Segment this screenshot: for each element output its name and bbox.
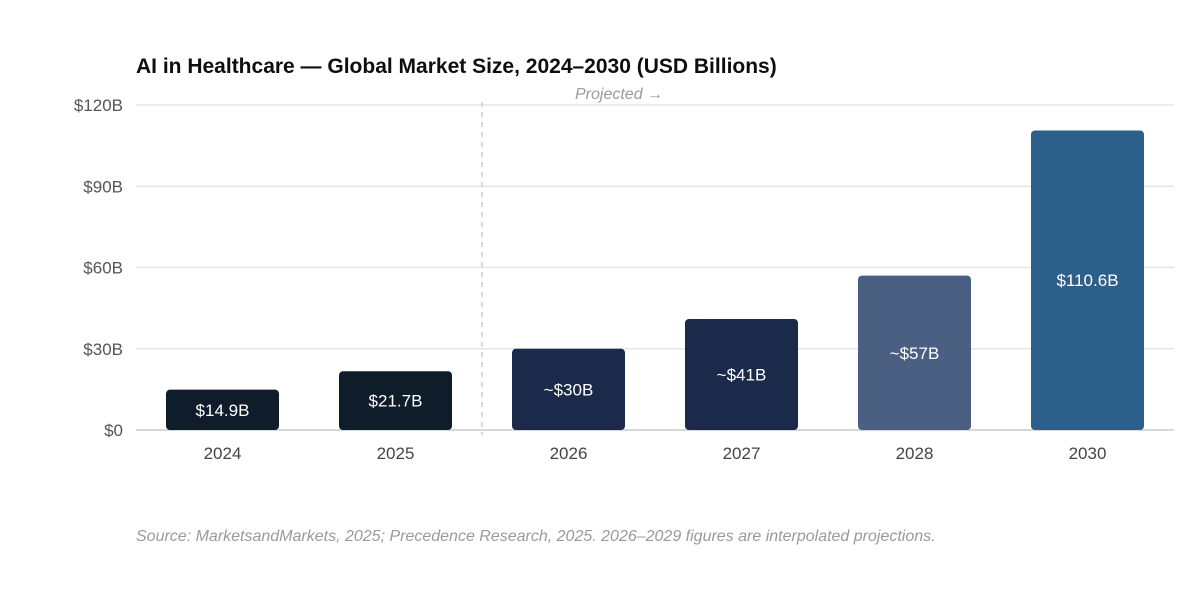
data-label-2026: ~$30B [544, 380, 594, 399]
x-tick-label: 2030 [1069, 444, 1107, 463]
data-label-2027: ~$41B [717, 365, 767, 384]
chart-source-note: Source: MarketsandMarkets, 2025; Precede… [136, 528, 936, 545]
data-label-2024: $14.9B [196, 401, 250, 420]
data-label-2025: $21.7B [369, 392, 423, 411]
x-tick-label: 2028 [896, 444, 934, 463]
data-label-2028: ~$57B [890, 344, 940, 363]
x-tick-label: 2026 [550, 444, 588, 463]
x-tick-label: 2025 [377, 444, 415, 463]
bar-2027 [685, 318, 798, 430]
chart-title: AI in Healthcare — Global Market Size, 2… [136, 55, 777, 78]
y-tick-label: $120B [74, 96, 123, 115]
y-tick-label: $60B [83, 259, 123, 278]
y-tick-label: $30B [83, 340, 123, 359]
bar-2028 [858, 275, 971, 430]
y-tick-label: $90B [83, 177, 123, 196]
data-label-2030: $110.6B [1056, 271, 1118, 290]
bar-2025 [339, 371, 452, 430]
bar-2030 [1031, 130, 1144, 431]
y-tick-label: $0 [104, 421, 123, 440]
projection-annotation: Projected → [575, 86, 663, 103]
bar-2026 [512, 348, 625, 430]
x-tick-label: 2024 [204, 444, 242, 463]
bar-2024 [166, 389, 279, 430]
x-tick-label: 2027 [723, 444, 761, 463]
